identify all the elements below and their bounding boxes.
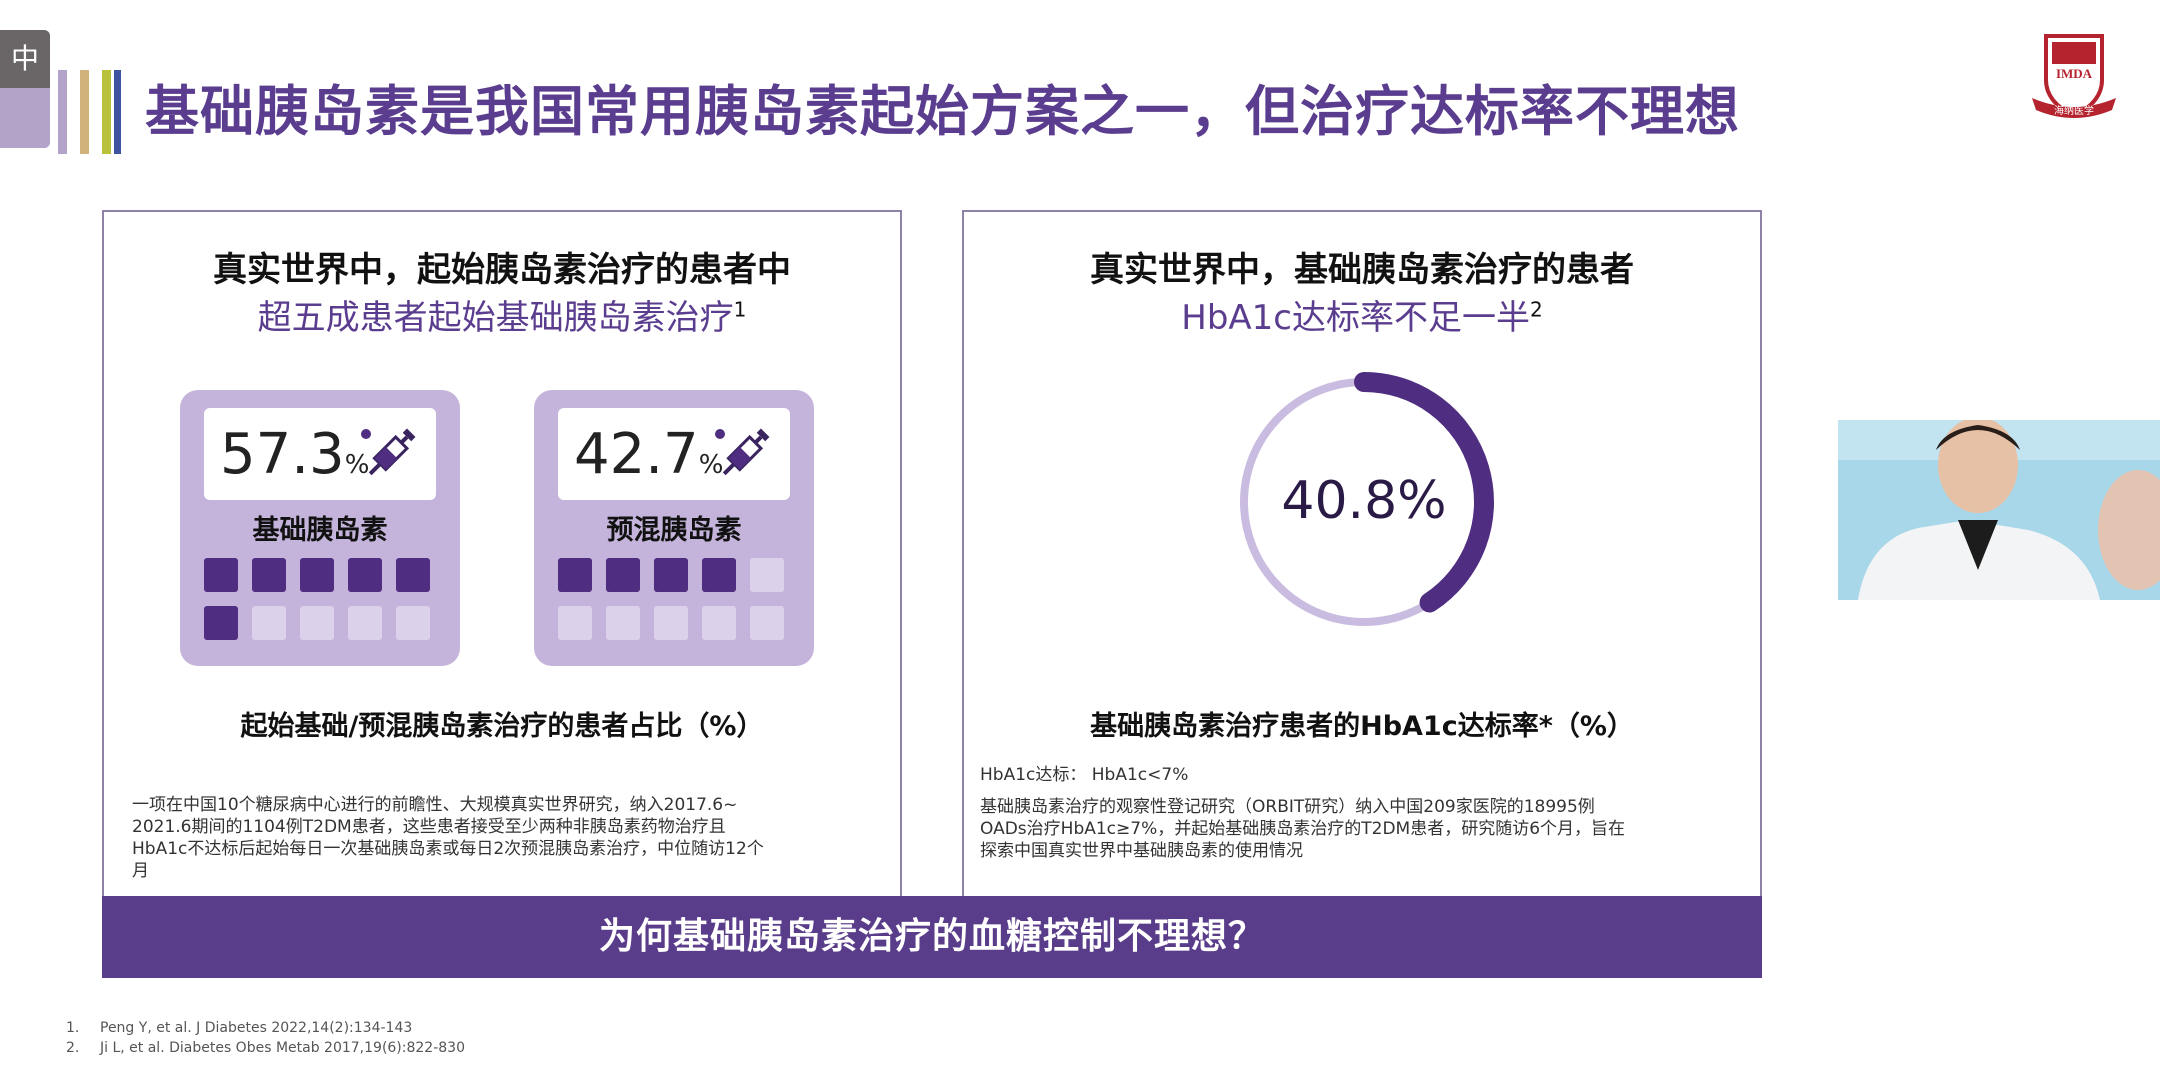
note-line: 一项在中国10个糖尿病中心进行的前瞻性、大规模真实世界研究，纳入2017.6~ xyxy=(132,795,738,815)
basal-insulin-value-box: 57.3% xyxy=(204,408,436,500)
language-tab[interactable]: 中 xyxy=(0,30,50,148)
basal-insulin-grid xyxy=(204,558,430,640)
right-panel-subtitle-ref: 2 xyxy=(1530,297,1543,322)
right-panel-subtitle: HbA1c达标率不足一半2 xyxy=(1181,297,1543,338)
ring-progress-arc xyxy=(1354,372,1494,613)
left-panel-title: 真实世界中，起始胰岛素治疗的患者中 xyxy=(213,250,791,290)
filled-square xyxy=(396,558,430,592)
question-banner: 为何基础胰岛素治疗的血糖控制不理想？ xyxy=(102,896,1762,978)
title-bar-2 xyxy=(80,70,89,154)
right-panel-note: HbA1c达标： HbA1c<7% 基础胰岛素治疗的观察性登记研究（ORBIT研… xyxy=(980,764,1750,862)
presenter-webcam xyxy=(1838,420,2160,600)
left-panel-caption: 起始基础/预混胰岛素治疗的患者占比（%） xyxy=(240,711,764,742)
empty-square xyxy=(300,606,334,640)
empty-square xyxy=(348,606,382,640)
basal-insulin-percentage: 57.3% xyxy=(220,422,370,487)
left-panel-subtitle-ref: 1 xyxy=(733,297,747,322)
filled-square xyxy=(702,558,736,592)
empty-square xyxy=(252,606,286,640)
note-line: 2021.6期间的1104例T2DM患者，这些患者接受至少两种非胰岛素药物治疗且 xyxy=(132,817,726,837)
note-line: OADs治疗HbA1c≥7%，并起始基础胰岛素治疗的T2DM患者，研究随访6个月… xyxy=(980,819,1626,839)
imda-logo: IMDA 海纳医学 xyxy=(2026,28,2122,124)
premixed-insulin-percentage: 42.7% xyxy=(574,422,724,487)
filled-square xyxy=(654,558,688,592)
premixed-insulin-value-box: 42.7% xyxy=(558,408,790,500)
note-line: 月 xyxy=(132,861,149,881)
filled-square xyxy=(606,558,640,592)
left-panel-note: 一项在中国10个糖尿病中心进行的前瞻性、大规模真实世界研究，纳入2017.6~ … xyxy=(132,794,892,882)
left-panel: 真实世界中，起始胰岛素治疗的患者中 超五成患者起始基础胰岛素治疗1 57.3% … xyxy=(102,210,902,898)
empty-square xyxy=(750,558,784,592)
filled-square xyxy=(204,558,238,592)
right-panel-caption: 基础胰岛素治疗患者的HbA1c达标率*（%） xyxy=(1090,711,1634,742)
reference-number: 1. xyxy=(66,1020,80,1036)
reference-text: Ji L, et al. Diabetes Obes Metab 2017,19… xyxy=(100,1040,465,1056)
filled-square xyxy=(252,558,286,592)
hba1c-ring-chart: 40.8% xyxy=(1240,372,1494,626)
title-bar-1 xyxy=(58,70,67,154)
slide-title: 基础胰岛素是我国常用胰岛素起始方案之一，但治疗达标率不理想 xyxy=(145,80,1740,143)
basal-insulin-label: 基础胰岛素 xyxy=(252,515,388,546)
premixed-insulin-card: 42.7% 预混胰岛素 xyxy=(534,390,814,666)
premixed-insulin-grid xyxy=(558,558,784,640)
empty-square xyxy=(750,606,784,640)
reference-text: Peng Y, et al. J Diabetes 2022,14(2):134… xyxy=(100,1020,413,1036)
empty-square xyxy=(654,606,688,640)
right-panel-title: 真实世界中，基础胰岛素治疗的患者 xyxy=(1090,250,1634,290)
title-bar-3 xyxy=(102,70,111,154)
filled-square xyxy=(300,558,334,592)
logo-ribbon-text: 海纳医学 xyxy=(2054,104,2094,117)
filled-square xyxy=(204,606,238,640)
ring-value-label: 40.8% xyxy=(1281,471,1446,531)
filled-square xyxy=(558,558,592,592)
language-tab-swatch xyxy=(0,88,50,148)
note-line: HbA1c达标： HbA1c<7% xyxy=(980,765,1189,785)
empty-square xyxy=(606,606,640,640)
empty-square xyxy=(702,606,736,640)
note-line: 基础胰岛素治疗的观察性登记研究（ORBIT研究）纳入中国209家医院的18995… xyxy=(980,797,1595,817)
syringe-icon xyxy=(715,428,770,476)
basal-insulin-card: 57.3% 基础胰岛素 xyxy=(180,390,460,666)
empty-square xyxy=(558,606,592,640)
right-panel: 真实世界中，基础胰岛素治疗的患者 HbA1c达标率不足一半2 40.8% 基础胰… xyxy=(962,210,1762,898)
syringe-icon xyxy=(361,428,416,476)
logo-top-text: IMDA xyxy=(2056,66,2093,81)
title-bar-4 xyxy=(114,70,121,154)
empty-square xyxy=(396,606,430,640)
note-line: HbA1c不达标后起始每日一次基础胰岛素或每日2次预混胰岛素治疗，中位随访12个 xyxy=(132,839,764,859)
left-panel-subtitle: 超五成患者起始基础胰岛素治疗1 xyxy=(257,297,747,338)
language-tab-label: 中 xyxy=(0,30,50,88)
premixed-insulin-label: 预混胰岛素 xyxy=(606,515,742,546)
note-line: 探索中国真实世界中基础胰岛素的使用情况 xyxy=(980,841,1303,861)
filled-square xyxy=(348,558,382,592)
reference-number: 2. xyxy=(66,1040,80,1056)
